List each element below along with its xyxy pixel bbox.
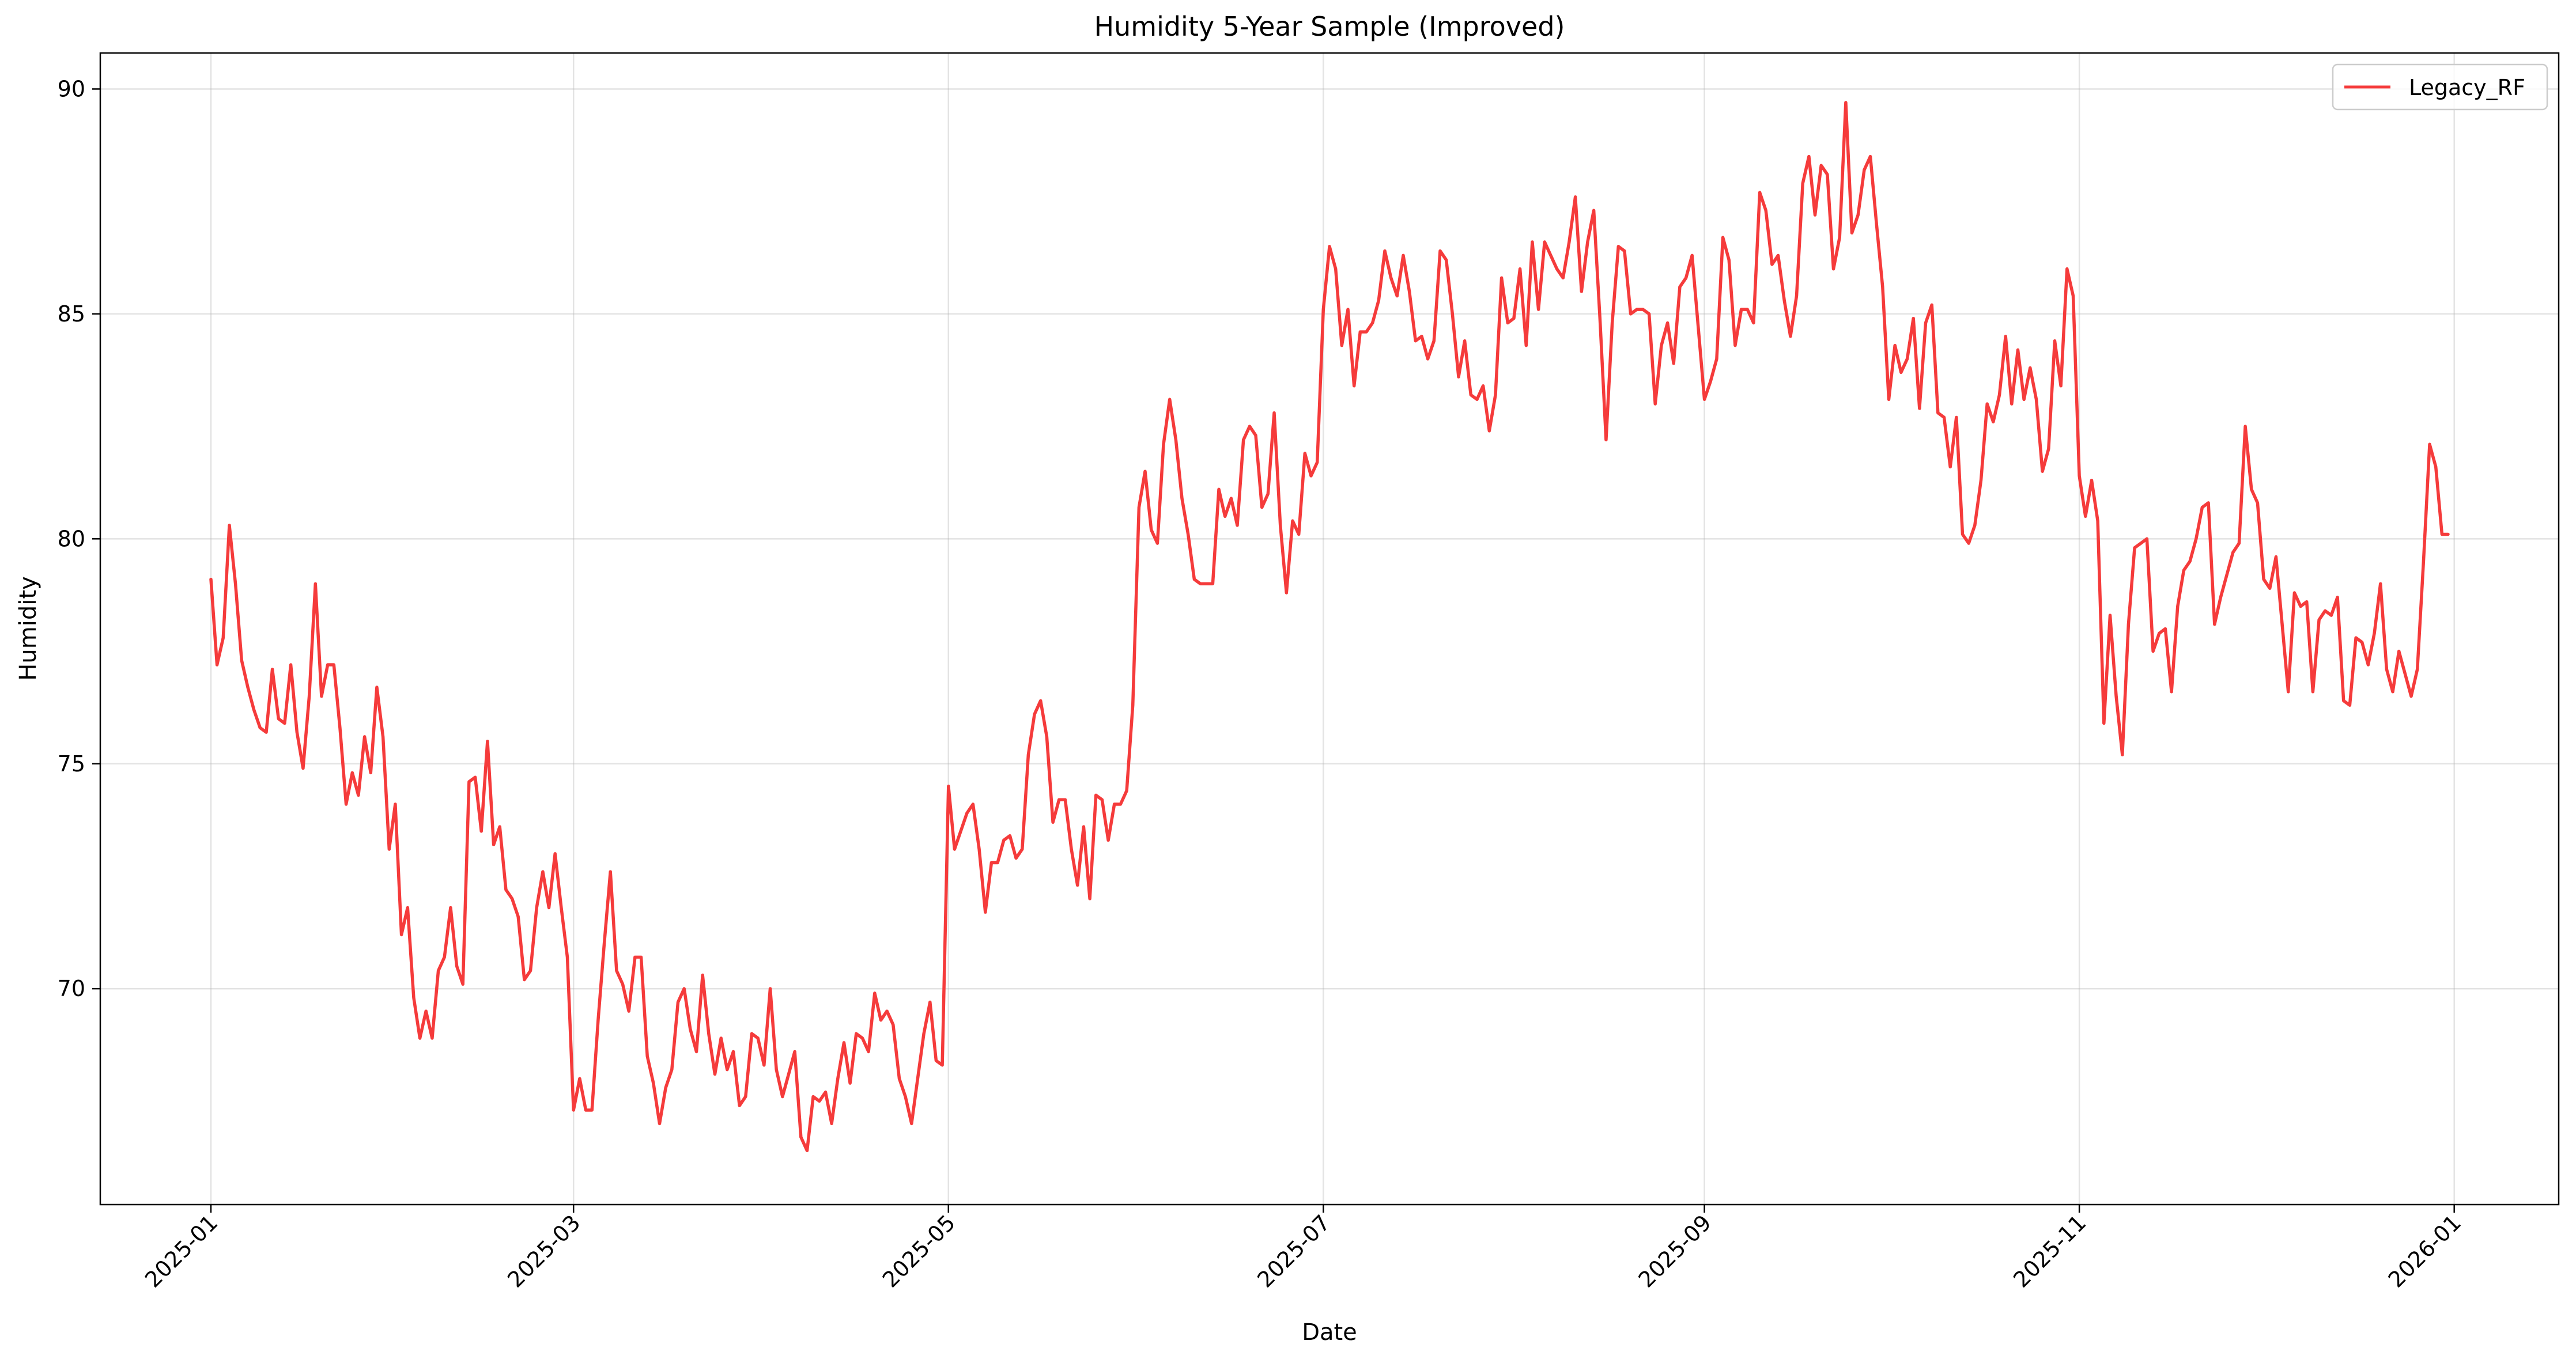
- y-tick-label: 90: [58, 76, 85, 101]
- legend-box: [2332, 63, 2548, 111]
- series-line-legacy-rf: [209, 101, 2450, 1153]
- y-axis-ticks: 70 75 80 85 90: [58, 76, 100, 1001]
- y-axis-title: Humidity: [15, 576, 41, 680]
- x-axis-title: Date: [1302, 1319, 1357, 1346]
- y-tick-label: 75: [58, 751, 85, 777]
- chart-title: Humidity 5-Year Sample (Improved): [1094, 11, 1565, 42]
- legend: Legacy_RF: [2332, 63, 2548, 111]
- y-tick-label: 85: [58, 301, 85, 327]
- grid-lines: [100, 53, 2559, 1205]
- plot-area-frame: [99, 52, 2560, 1206]
- legend-label-legacy-rf: Legacy_RF: [2409, 75, 2525, 100]
- y-tick-label: 70: [58, 976, 85, 1001]
- y-tick-label: 80: [58, 526, 85, 551]
- series-layer: [209, 101, 2450, 1153]
